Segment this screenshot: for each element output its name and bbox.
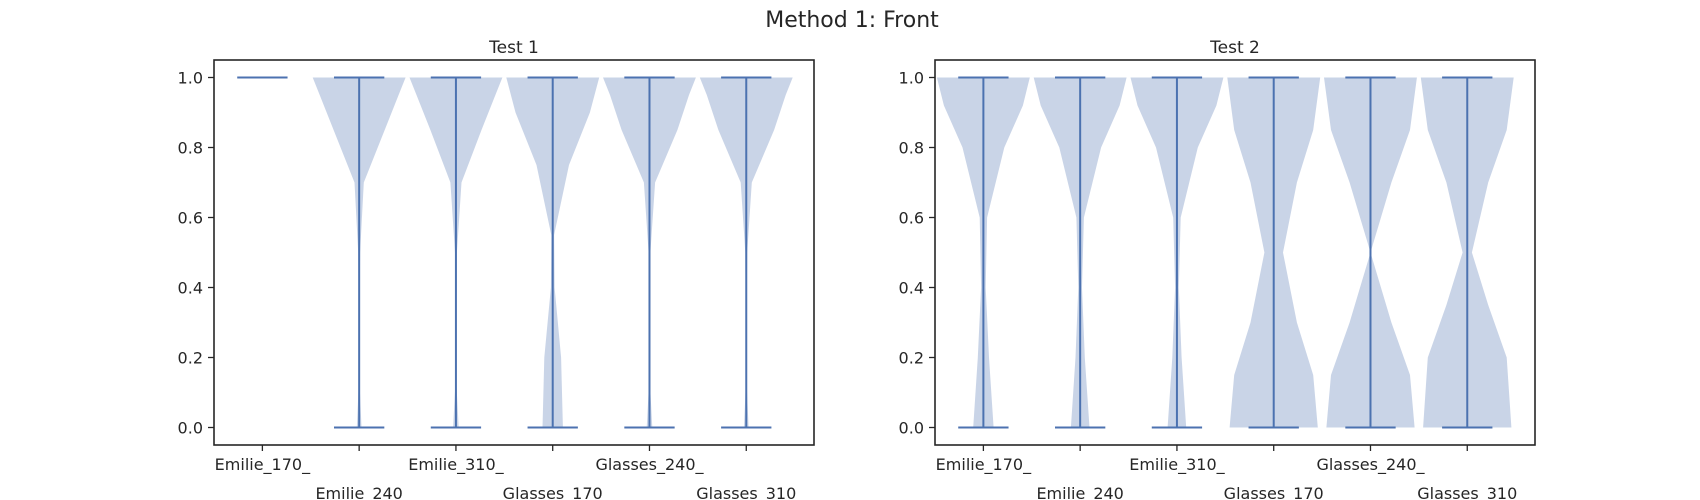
panel-test-2: Test 20.00.20.40.60.81.0Emilie_170_Emili… [899, 38, 1536, 500]
y-tick-label: 0.6 [899, 209, 924, 228]
y-tick-label: 0.4 [899, 279, 924, 298]
x-tick-label-emilie-170: Emilie_170_ [936, 455, 1032, 475]
y-tick-label: 0.8 [899, 139, 924, 158]
violin-emilie-240 [312, 76, 406, 429]
violin-emilie-170 [936, 76, 1030, 429]
panel-test-1: Test 10.00.20.40.60.81.0Emilie_170_Emili… [178, 38, 815, 500]
violin-glasses-240 [1324, 76, 1417, 429]
x-tick-label-emilie-240: Emilie_240 [315, 484, 402, 500]
axes-frame [213, 59, 815, 446]
violin-glasses-240 [603, 76, 696, 429]
y-tick-label: 1.0 [899, 69, 924, 88]
panel-title: Test 2 [1209, 38, 1260, 58]
x-tick-label-glasses-170: Glasses_170 [503, 484, 603, 500]
y-tick-label: 0.2 [899, 349, 924, 368]
violin-glasses-310 [1420, 76, 1514, 429]
x-tick-label-glasses-310: Glasses_310 [696, 484, 796, 500]
y-tick-label: 0.2 [178, 349, 203, 368]
x-tick-label-glasses-170: Glasses_170 [1224, 484, 1324, 500]
x-tick-label-emilie-310: Emilie_310_ [408, 455, 504, 475]
violin-emilie-310 [409, 76, 503, 429]
x-tick-label-emilie-170: Emilie_170_ [215, 455, 311, 475]
panel-title: Test 1 [488, 38, 539, 58]
x-tick-label-glasses-240: Glasses_240_ [1316, 455, 1425, 475]
y-tick-label: 0.4 [178, 279, 203, 298]
axes-frame [934, 59, 1536, 446]
y-tick-label: 1.0 [178, 69, 203, 88]
x-tick-label-glasses-310: Glasses_310 [1417, 484, 1517, 500]
x-tick-label-emilie-310: Emilie_310_ [1129, 455, 1225, 475]
figure-title: Method 1: Front [765, 8, 939, 33]
violin-glasses-170 [506, 76, 600, 429]
y-tick-label: 0.0 [178, 419, 203, 438]
violin-emilie-240 [1033, 76, 1127, 429]
y-tick-label: 0.6 [178, 209, 203, 228]
x-tick-label-glasses-240: Glasses_240_ [595, 455, 704, 475]
violin-body [1324, 77, 1417, 428]
violin-glasses-310 [699, 76, 793, 429]
y-tick-label: 0.8 [178, 139, 203, 158]
violin-emilie-310 [1130, 76, 1224, 429]
x-tick-label-emilie-240: Emilie_240 [1036, 484, 1123, 500]
violin-glasses-170 [1227, 76, 1321, 429]
y-tick-label: 0.0 [899, 419, 924, 438]
